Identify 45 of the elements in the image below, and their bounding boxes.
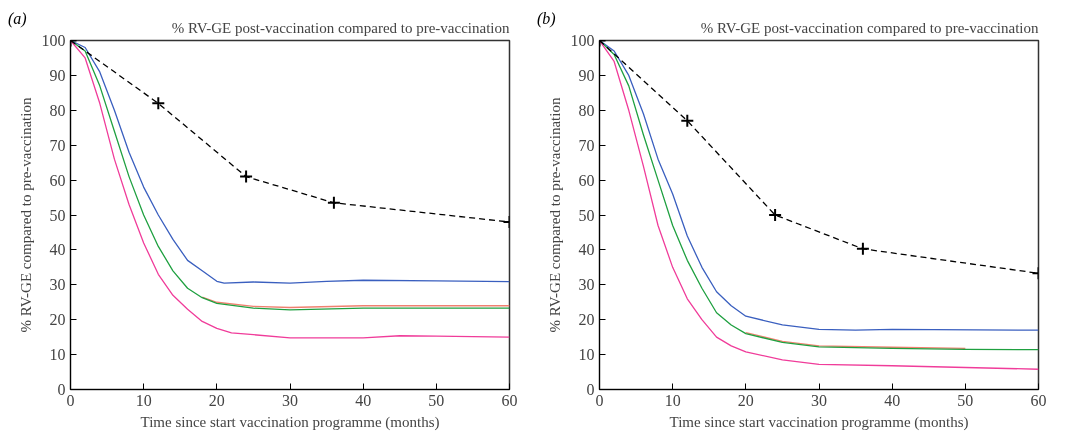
x-tick-label: 30 xyxy=(811,391,827,409)
y-tick-label: 100 xyxy=(570,32,595,49)
y-tick-label: 90 xyxy=(578,66,595,84)
x-tick-label: 40 xyxy=(355,391,372,409)
y-tick-label: 30 xyxy=(578,276,595,294)
y-tick-label: 80 xyxy=(49,101,66,119)
x-tick-label: 30 xyxy=(282,391,298,409)
y-tick-label: 30 xyxy=(49,276,66,294)
y-tick-label: 90 xyxy=(49,66,66,84)
line-series xyxy=(745,331,966,349)
y-axis-title: % RV-GE compared to pre-vaccination xyxy=(17,97,34,333)
x-tick-label: 20 xyxy=(737,391,754,409)
y-tick-label: 70 xyxy=(49,136,66,154)
x-axis-title: Time since start vaccination programme (months) xyxy=(140,413,440,431)
x-axis-title: Time since start vaccination programme (months) xyxy=(669,413,969,431)
y-tick-label: 70 xyxy=(578,136,595,154)
point xyxy=(239,169,254,184)
chart-title: % RV-GE post-vaccination compared to pre-vaccination xyxy=(171,19,510,36)
y-tick-label: 60 xyxy=(49,171,66,189)
y-tick-label: 60 xyxy=(578,171,595,189)
x-tick-label: 10 xyxy=(664,391,681,409)
y-tick-label: 80 xyxy=(578,101,595,119)
x-tick-label: 60 xyxy=(501,391,518,409)
point xyxy=(151,96,166,111)
y-tick-label: 50 xyxy=(49,206,66,224)
x-tick-label: 50 xyxy=(428,391,445,409)
y-tick-label: 100 xyxy=(41,32,66,49)
text: (a) xyxy=(8,9,27,30)
x-tick-label: 20 xyxy=(208,391,225,409)
y-tick-label: 10 xyxy=(578,346,595,364)
point xyxy=(326,195,341,210)
y-tick-label: 50 xyxy=(578,206,595,224)
y-tick-label: 40 xyxy=(49,241,66,259)
y-tick-label: 40 xyxy=(578,241,595,259)
y-tick-label: 10 xyxy=(49,346,66,364)
x-tick-label: 10 xyxy=(135,391,152,409)
x-tick-label: 50 xyxy=(957,391,974,409)
line-series xyxy=(201,296,510,309)
y-tick-label: 20 xyxy=(49,311,66,329)
x-tick-label: 40 xyxy=(884,391,901,409)
x-tick-label: 60 xyxy=(1030,391,1047,409)
y-axis-title: % RV-GE compared to pre-vaccination xyxy=(546,97,563,333)
text: (b) xyxy=(537,9,556,30)
y-tick-label: 20 xyxy=(578,311,595,329)
chart-title: % RV-GE post-vaccination compared to pre-vaccination xyxy=(700,19,1039,36)
